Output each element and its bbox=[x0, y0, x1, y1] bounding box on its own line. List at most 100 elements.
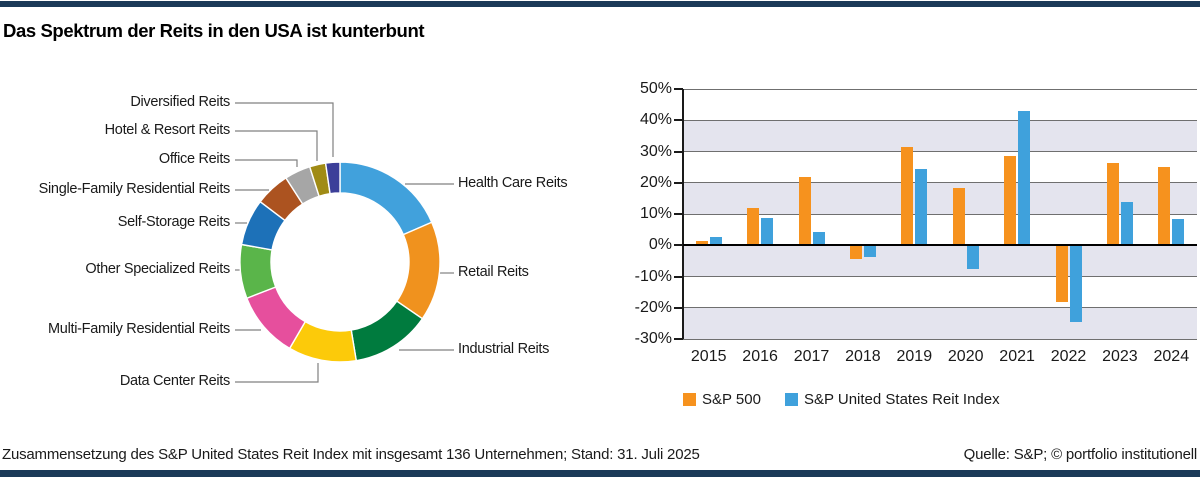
y-tick-label-30: 30% bbox=[639, 142, 672, 160]
top-accent-bar bbox=[0, 1, 1200, 7]
bar-sandp-united-states-reit-index-2020 bbox=[966, 245, 979, 269]
y-tick--20 bbox=[674, 306, 683, 309]
gridline--30 bbox=[683, 338, 1197, 340]
footer-note: Zusammensetzung des S&P United States Re… bbox=[2, 446, 700, 463]
plot-band bbox=[683, 307, 1197, 339]
donut-label-office: Office Reits bbox=[158, 151, 230, 167]
gridline-40 bbox=[683, 119, 1197, 121]
leader-lines bbox=[235, 102, 454, 383]
donut-label-other-specialized: Other Specialized Reits bbox=[85, 261, 230, 277]
donut-label-hotel-resort: Hotel & Resort Reits bbox=[104, 122, 231, 138]
bar-sandp-united-states-reit-index-2017 bbox=[812, 231, 825, 246]
legend-label-reit-index: S&P United States Reit Index bbox=[803, 391, 1000, 408]
donut-label-health-care: Health Care Reits bbox=[458, 175, 568, 191]
x-tick-label-2019: 2019 bbox=[896, 348, 933, 365]
donut-label-diversified: Diversified Reits bbox=[130, 94, 230, 110]
gridline--20 bbox=[683, 307, 1197, 309]
gridline-50 bbox=[683, 88, 1197, 90]
donut-segment-data-center-reits bbox=[288, 320, 358, 363]
donut-label-multi-family: Multi-Family Residential Reits bbox=[48, 321, 230, 337]
bar-sandp-united-states-reit-index-2023 bbox=[1120, 202, 1133, 246]
donut-label-industrial: Industrial Reits bbox=[458, 341, 550, 357]
bar-sandp-500-2018 bbox=[849, 245, 862, 260]
bar-sandp-500-2015 bbox=[695, 240, 708, 246]
y-tick-label-40: 40% bbox=[639, 111, 672, 129]
donut-segment-health-care-reits bbox=[339, 161, 433, 236]
bar-sandp-united-states-reit-index-2021 bbox=[1018, 110, 1031, 246]
donut-label-retail: Retail Reits bbox=[458, 264, 529, 280]
donut-segment-office-reits bbox=[284, 165, 320, 205]
y-tick-10 bbox=[674, 213, 683, 215]
y-tick-label--20: -20% bbox=[634, 298, 672, 316]
donut-label-self-storage: Self-Storage Reits bbox=[117, 214, 231, 230]
bar-sandp-united-states-reit-index-2018 bbox=[863, 245, 876, 258]
bar-sandp-500-2023 bbox=[1106, 163, 1119, 246]
plot-band bbox=[683, 182, 1197, 214]
gridline--10 bbox=[683, 276, 1197, 277]
x-tick-label-2015: 2015 bbox=[690, 348, 727, 365]
x-tick-label-2021: 2021 bbox=[999, 348, 1035, 365]
bar-sandp-united-states-reit-index-2015 bbox=[709, 237, 722, 246]
y-tick--10 bbox=[674, 275, 683, 278]
y-tick-40 bbox=[674, 119, 683, 122]
bar-sandp-500-2017 bbox=[798, 177, 811, 246]
y-tick-label--30: -30% bbox=[634, 330, 672, 347]
footer-source: Quelle: S&P; © portfolio institutionell bbox=[963, 446, 1198, 463]
legend-swatch-sp500 bbox=[683, 393, 696, 406]
y-tick-label-10: 10% bbox=[639, 205, 672, 222]
y-tick-20 bbox=[674, 181, 683, 184]
donut-label-single-family: Single-Family Residential Reits bbox=[38, 181, 231, 197]
page-title: Das Spektrum der Reits in den USA ist ku… bbox=[3, 20, 425, 41]
x-tick-label-2022: 2022 bbox=[1050, 348, 1087, 365]
legend-item-sp500: S&P 500 bbox=[683, 391, 761, 408]
donut-segment-multi-family-residential-reits bbox=[245, 286, 307, 350]
legend: S&P 500 S&P United States Reit Index bbox=[683, 391, 1024, 408]
donut-label-data-center: Data Center Reits bbox=[119, 373, 230, 389]
legend-item-reit-index: S&P United States Reit Index bbox=[784, 391, 1000, 408]
x-tick-label-2018: 2018 bbox=[845, 348, 881, 365]
bottom-accent-bar bbox=[0, 470, 1200, 477]
plot-band bbox=[683, 120, 1197, 152]
gridline-20 bbox=[683, 182, 1197, 184]
donut-segment-single-family-residential-reits bbox=[259, 176, 304, 222]
donut-segment-other-specialized-reits bbox=[239, 243, 277, 300]
y-axis-line bbox=[682, 89, 684, 339]
x-tick-label-2020: 2020 bbox=[947, 348, 984, 365]
donut-segment-diversified-reits bbox=[324, 161, 341, 195]
y-tick-50 bbox=[674, 88, 683, 90]
plot-band bbox=[683, 245, 1197, 277]
bar-sandp-500-2019 bbox=[901, 146, 914, 246]
donut-segments bbox=[239, 161, 441, 363]
y-tick-label-0: 0% bbox=[648, 236, 672, 254]
donut-segment-self-storage-reits bbox=[240, 200, 286, 251]
bar-sandp-united-states-reit-index-2024 bbox=[1172, 218, 1185, 246]
donut-segment-hotel-and-resort-reits bbox=[308, 162, 331, 198]
bar-sandp-500-2021 bbox=[1004, 155, 1017, 246]
bar-sandp-united-states-reit-index-2019 bbox=[915, 168, 928, 246]
leader-line-diversified bbox=[235, 102, 334, 157]
bar-sandp-500-2016 bbox=[747, 207, 760, 246]
leader-line-data-center bbox=[235, 363, 319, 383]
gridline-0 bbox=[683, 244, 1197, 246]
legend-swatch-reit-index bbox=[784, 393, 798, 406]
bar-sandp-united-states-reit-index-2022 bbox=[1069, 245, 1082, 322]
zero-line bbox=[683, 244, 1197, 247]
x-tick-label-2017: 2017 bbox=[793, 348, 830, 365]
x-tick-label-2024: 2024 bbox=[1153, 348, 1190, 365]
leader-line-hotel-resort bbox=[235, 130, 318, 161]
x-tick-label-2016: 2016 bbox=[742, 348, 778, 365]
y-tick-0 bbox=[674, 244, 683, 247]
bar-sandp-500-2024 bbox=[1158, 167, 1171, 246]
legend-label-sp500: S&P 500 bbox=[702, 391, 761, 408]
y-tick-label-50: 50% bbox=[639, 80, 672, 97]
y-tick-30 bbox=[674, 150, 683, 153]
donut-segment-retail-reits bbox=[395, 221, 441, 320]
y-tick--30 bbox=[674, 338, 683, 340]
donut-segment-industrial-reits bbox=[350, 300, 424, 362]
bar-sandp-500-2022 bbox=[1055, 245, 1068, 302]
x-tick-label-2023: 2023 bbox=[1102, 348, 1138, 365]
y-tick-label--10: -10% bbox=[634, 267, 672, 285]
gridline-30 bbox=[683, 151, 1197, 152]
bar-sandp-united-states-reit-index-2016 bbox=[761, 218, 774, 246]
